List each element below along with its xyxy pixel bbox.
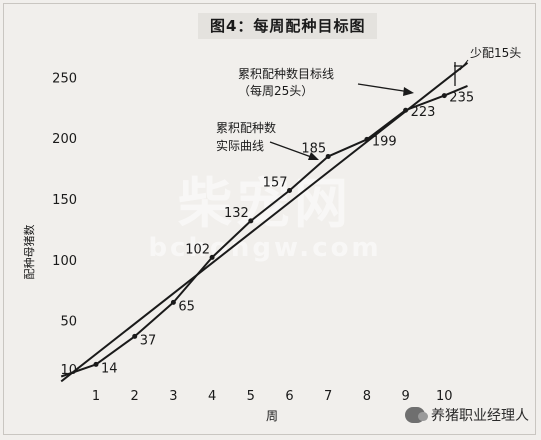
data-point	[170, 299, 176, 305]
data-label: 14	[101, 361, 118, 376]
annotation-actual-arrow	[269, 141, 315, 159]
y-tick-label: 150	[52, 193, 77, 208]
data-point	[325, 153, 331, 159]
annotation-target-line2: （每周25头）	[238, 83, 313, 98]
data-point	[364, 136, 370, 142]
shortfall-leader	[459, 59, 469, 71]
x-tick-label: 9	[401, 389, 409, 404]
wechat-icon	[405, 407, 428, 423]
x-tick-label: 6	[285, 389, 293, 404]
data-label: 132	[224, 206, 249, 221]
annotation-target-line1: 累积配种数目标线	[238, 66, 334, 81]
x-tick-label: 4	[208, 389, 216, 404]
x-tick-label: 2	[131, 389, 139, 404]
data-label: 223	[411, 105, 436, 120]
x-tick-label: 8	[363, 389, 371, 404]
x-tick-label: 5	[247, 389, 255, 404]
annotation-target-arrow	[357, 83, 411, 93]
data-label: 37	[140, 333, 157, 348]
annotation-actual-line2: 实际曲线	[216, 138, 264, 153]
data-point	[403, 107, 409, 113]
chart-frame	[3, 3, 536, 435]
data-label: 235	[449, 91, 474, 106]
data-point	[209, 254, 215, 260]
wechat-brand: 养猪职业经理人	[405, 404, 529, 426]
y-tick-label: 100	[52, 254, 77, 269]
y-tick-label: 200	[52, 132, 77, 147]
annotation-actual-arrowhead	[308, 152, 319, 160]
data-point	[441, 93, 447, 99]
chart-title: 图4：每周配种目标图	[198, 13, 378, 39]
label-layer: 14 37 65 102 132 157 185 199 223 235	[101, 91, 474, 377]
annotation-target-arrowhead	[403, 87, 414, 96]
data-point	[287, 187, 292, 193]
data-point	[93, 361, 99, 367]
data-label: 185	[301, 141, 326, 156]
brand-name: 养猪职业经理人	[431, 408, 529, 424]
x-tick-label: 3	[169, 389, 177, 404]
data-label: 157	[263, 175, 288, 190]
target-line	[60, 62, 469, 383]
y-tick-label: 50	[60, 315, 77, 330]
annotation-shortfall: 少配15头	[470, 46, 521, 60]
annotation-actual-line1: 累积配种数	[216, 120, 276, 135]
y-tick-label: 250	[52, 71, 77, 86]
data-label: 199	[372, 134, 397, 149]
x-tick-label: 10	[436, 389, 453, 404]
data-label: 65	[178, 299, 195, 314]
series-layer	[60, 62, 469, 383]
data-label: 102	[185, 242, 210, 257]
x-tick-label: 1	[92, 389, 100, 404]
data-point	[248, 218, 254, 224]
x-axis-label: 周	[266, 409, 278, 423]
actual-curve	[60, 84, 468, 378]
y-axis-label: 配种母猪数	[22, 225, 36, 280]
x-tick-label: 7	[324, 389, 332, 404]
data-point	[132, 333, 138, 339]
